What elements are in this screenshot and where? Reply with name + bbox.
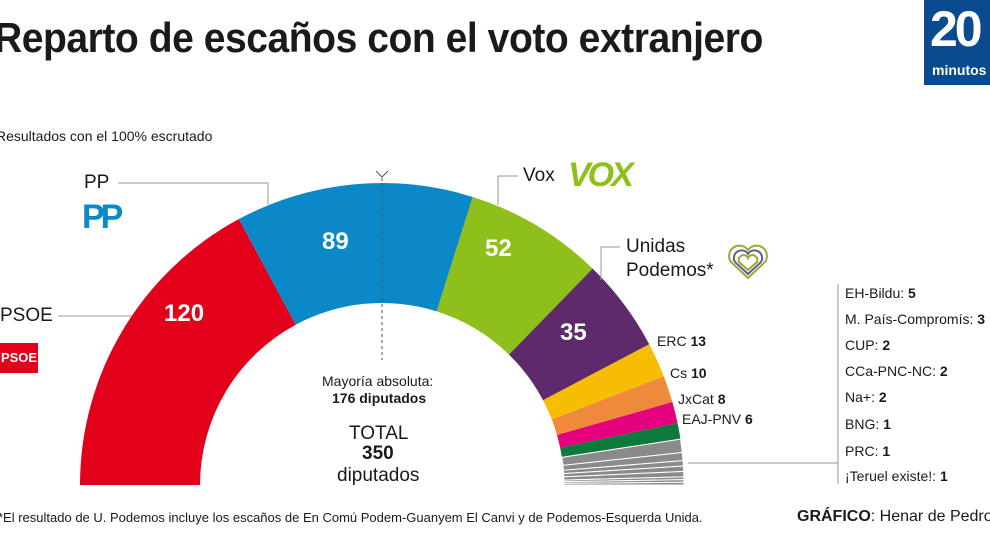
up-label-line2: Podemos*: [626, 260, 714, 281]
erc-label: ERC 13: [657, 333, 707, 349]
segment-cs: [551, 376, 673, 436]
segment-pp: [238, 183, 473, 325]
logo-number: 20: [930, 1, 983, 57]
minor-party-label: Na+: 2: [845, 389, 887, 405]
total-unit: diputados: [337, 465, 420, 486]
majority-value: 176 diputados: [332, 390, 427, 406]
credit: GRÁFICO: Henar de Pedro: [797, 508, 990, 525]
chart-subtitle: Resultados con el 100% escrutado: [0, 128, 213, 144]
minor-party-label: PRC: 1: [845, 443, 891, 459]
segment-unidas-podemos: [508, 268, 650, 401]
segment-jxcat: [556, 402, 678, 448]
majority-label: Mayoría absoluta:: [322, 373, 434, 389]
pp-logo: PP: [82, 198, 123, 236]
segment-vox: [436, 196, 593, 355]
segment-psoe: [80, 219, 296, 485]
total-label: TOTAL: [349, 423, 409, 444]
20minutos-logo: 20 minutos: [924, 0, 990, 85]
cs-label: Cs 10: [670, 365, 707, 381]
podemos-heart-icon: [728, 244, 768, 280]
minor-party-label: EH-Bildu: 5: [845, 285, 916, 301]
chart-title: Reparto de escaños con el voto extranjer…: [0, 14, 763, 61]
minor-party-label: M. País-Compromís: 3: [845, 311, 986, 327]
minor-party-label: CUP: 2: [845, 337, 891, 353]
minor-party-label: CCa-PNC-NC: 2: [845, 363, 948, 379]
segment-eaj-pnv: [560, 423, 681, 458]
majority-chevron-icon: [375, 170, 389, 178]
segment-teruel-existe: [563, 481, 685, 486]
psoe-logo: PSOE: [0, 343, 38, 373]
up-seats: 35: [560, 319, 587, 346]
leader-lines: [58, 175, 839, 484]
vox-seats: 52: [485, 235, 512, 262]
psoe-seats: 120: [164, 300, 205, 327]
minor-party-label: ¡Teruel existe!: 1: [845, 468, 948, 484]
vox-label: Vox: [523, 165, 555, 186]
pp-seats: 89: [322, 228, 349, 255]
jxcat-label: JxCat 8: [678, 391, 726, 407]
total-value: 350: [362, 443, 394, 464]
segment-erc: [543, 344, 664, 420]
logo-text: minutos: [932, 62, 987, 78]
pnv-label: EAJ-PNV 6: [682, 411, 753, 427]
psoe-label: PSOE: [0, 305, 53, 326]
vox-logo: VOX: [568, 156, 634, 194]
minor-party-label: BNG: 1: [845, 416, 891, 432]
up-label-line1: Unidas: [626, 236, 686, 257]
footnote: *El resultado de U. Podemos incluye los …: [0, 510, 703, 525]
pp-label: PP: [84, 172, 110, 193]
